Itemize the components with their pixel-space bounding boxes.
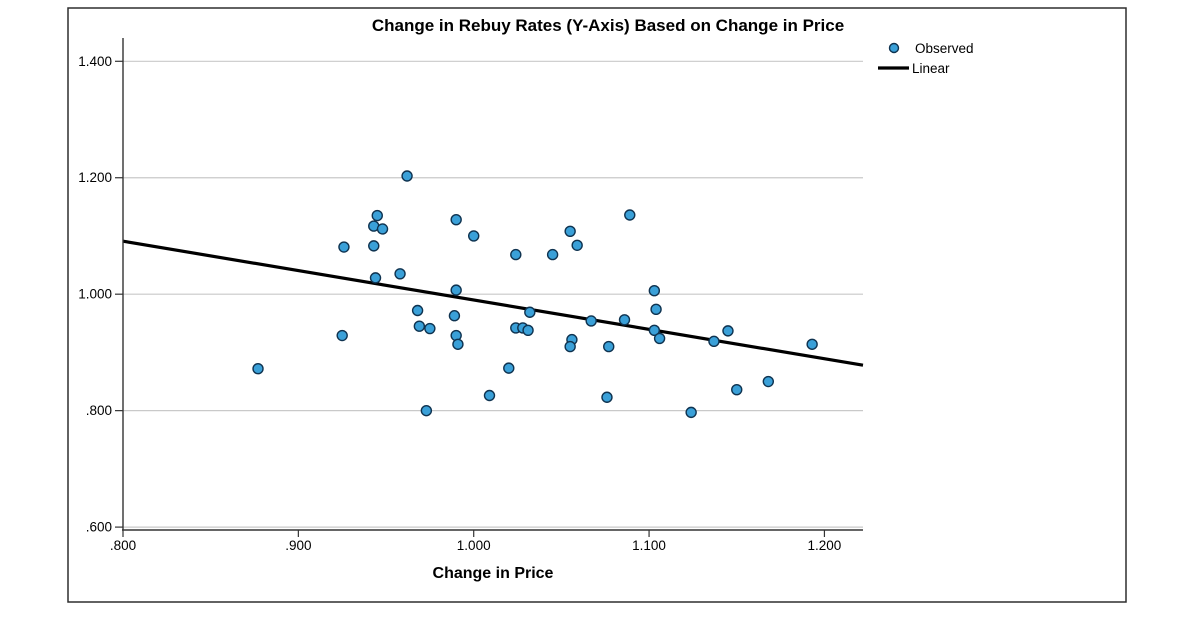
x-tick-label-3: 1.100 (632, 538, 666, 553)
y-tick-label-4: .600 (86, 520, 112, 535)
x-axis-title: Change in Price (433, 565, 554, 582)
observed-point-15 (468, 230, 480, 242)
x-tick-label-1: .900 (285, 538, 311, 553)
observed-point-44 (731, 383, 743, 396)
legend-linear-label: Linear (912, 61, 950, 76)
observed-point-38 (650, 303, 662, 316)
x-tick-label-2: 1.000 (457, 538, 491, 553)
observed-point-8 (394, 268, 406, 280)
observed-point-46 (806, 338, 818, 350)
linear-fit-line (122, 239, 864, 367)
observed-point-12 (424, 322, 436, 335)
observed-point-31 (564, 340, 576, 353)
observed-point-25 (522, 324, 534, 336)
observed-point-36 (624, 209, 636, 221)
observed-point-10 (411, 304, 424, 317)
observed-point-17 (448, 310, 461, 322)
observed-point-11 (413, 320, 426, 332)
observed-point-39 (648, 324, 661, 336)
observed-point-6 (368, 240, 380, 252)
observed-point-13 (420, 404, 433, 417)
observed-point-40 (653, 332, 666, 345)
x-tick-label-4: 1.200 (808, 538, 842, 553)
y-tick-label-2: 1.000 (78, 287, 112, 302)
y-tick-label-3: .800 (86, 403, 112, 418)
y-tick-label-1: 1.200 (78, 170, 112, 185)
observed-point-22 (510, 248, 522, 261)
observed-point-19 (452, 338, 464, 350)
observed-point-16 (450, 284, 462, 296)
observed-point-35 (618, 314, 631, 326)
chart-title: Change in Rebuy Rates (Y-Axis) Based on … (372, 16, 844, 35)
observed-point-2 (338, 241, 350, 253)
observed-point-32 (585, 315, 597, 327)
observed-point-1 (336, 329, 348, 342)
observed-point-42 (708, 335, 720, 348)
observed-point-9 (401, 170, 413, 182)
observed-point-0 (252, 363, 264, 375)
observed-point-37 (648, 284, 661, 297)
observed-point-5 (376, 223, 389, 235)
legend-observed-marker-icon (888, 42, 900, 54)
observed-point-28 (564, 225, 576, 238)
observed-point-27 (546, 248, 559, 261)
legend-observed-label: Observed (915, 41, 974, 56)
observed-point-29 (571, 239, 583, 251)
observed-point-45 (762, 375, 775, 388)
y-tick-label-0: 1.400 (78, 54, 112, 69)
x-tick-label-0: .800 (110, 538, 136, 553)
observed-point-34 (601, 391, 613, 403)
observed-point-21 (503, 362, 515, 374)
observed-point-33 (603, 340, 615, 353)
observed-point-41 (685, 406, 697, 419)
observed-point-7 (369, 272, 382, 284)
observed-point-20 (483, 389, 496, 402)
chart-frame (67, 7, 1127, 603)
observed-point-26 (524, 306, 536, 318)
observed-point-43 (722, 325, 734, 337)
observed-point-4 (371, 209, 383, 222)
observed-point-14 (450, 213, 462, 226)
